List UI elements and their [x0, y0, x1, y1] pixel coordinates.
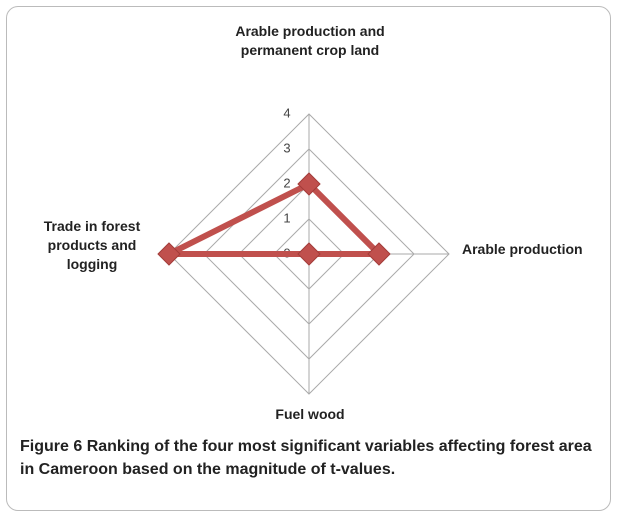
marker: [157, 242, 181, 266]
marker: [297, 242, 321, 266]
category-label: Arable production and permanent crop lan…: [235, 23, 385, 58]
caption-label: Figure 6: [20, 438, 83, 455]
marker: [367, 242, 391, 266]
tick-label: 2: [283, 175, 290, 190]
tick-label: 4: [283, 105, 290, 120]
caption: Figure 6 Ranking of the four most signif…: [20, 435, 600, 481]
category-label: Arable production: [462, 241, 583, 257]
figure-frame: [6, 6, 611, 511]
tick-label: 3: [283, 140, 290, 155]
category-label: Trade in forest products and logging: [43, 218, 141, 272]
category-label: Fuel wood: [275, 406, 345, 422]
tick-label: 1: [283, 210, 290, 225]
caption-text: Ranking of the four most significant var…: [20, 438, 592, 478]
marker: [297, 172, 321, 196]
